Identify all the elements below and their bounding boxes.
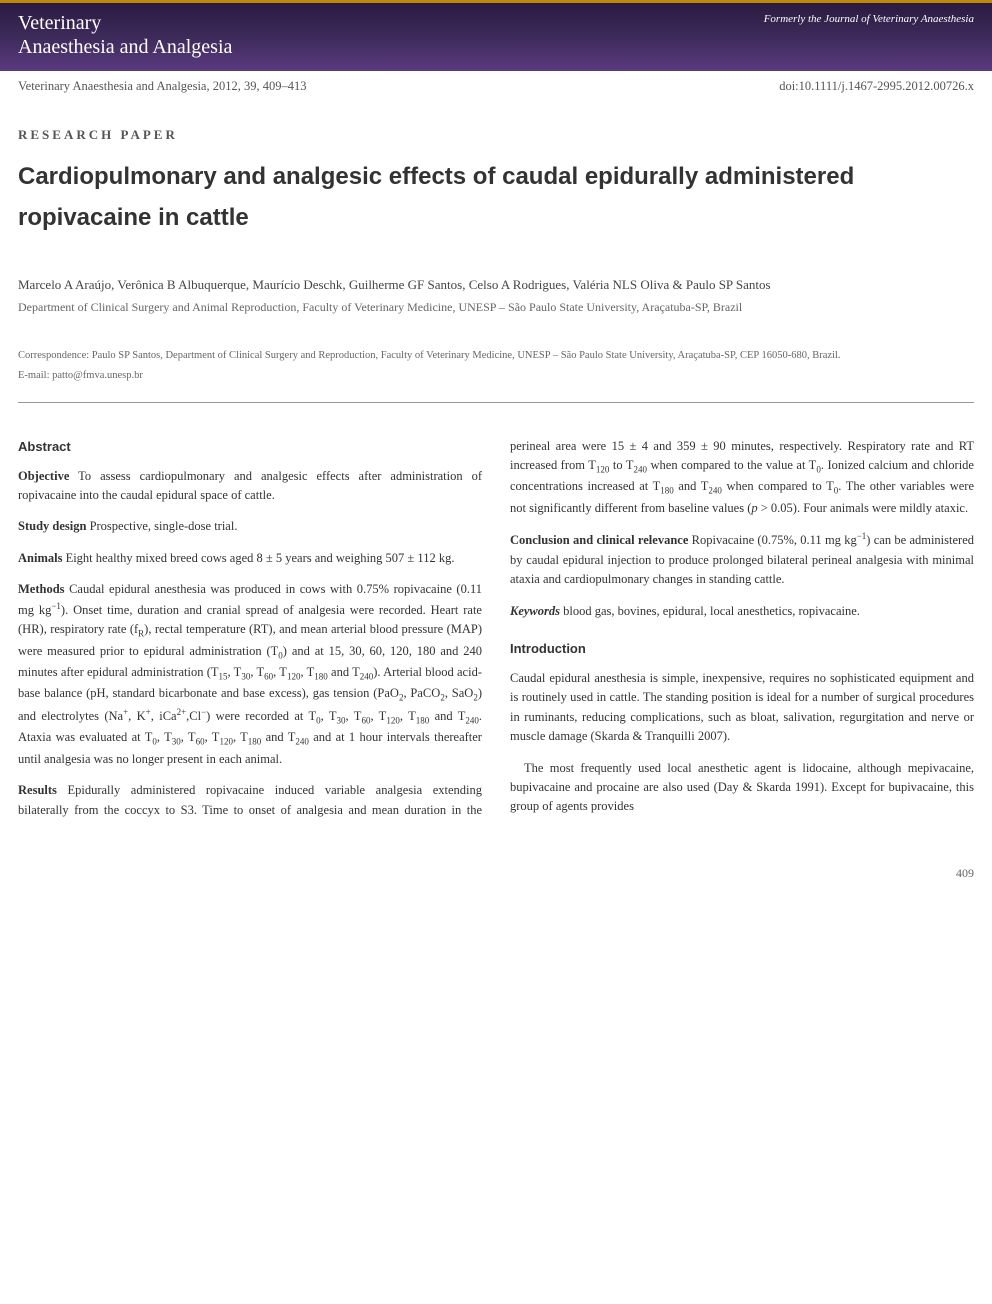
citation-row: Veterinary Anaesthesia and Analgesia, 20…: [0, 71, 992, 103]
abstract-keywords: Keywords blood gas, bovines, epidural, l…: [510, 602, 974, 621]
page: Veterinary Anaesthesia and Analgesia For…: [0, 0, 992, 899]
paper-type: RESEARCH PAPER: [18, 127, 974, 143]
intro-p1: Caudal epidural anesthesia is simple, in…: [510, 669, 974, 747]
objective-text: To assess cardiopulmonary and analgesic …: [18, 469, 482, 502]
animals-label: Animals: [18, 551, 62, 565]
design-text: Prospective, single-dose trial.: [86, 519, 237, 533]
objective-label: Objective: [18, 469, 69, 483]
article-title: Cardiopulmonary and analgesic effects of…: [18, 157, 974, 239]
affiliation: Department of Clinical Surgery and Anima…: [18, 298, 974, 316]
journal-line2: Anaesthesia and Analgesia: [18, 36, 232, 58]
authors: Marcelo A Araújo, Verônica B Albuquerque…: [18, 275, 974, 295]
abstract-methods: Methods Caudal epidural anesthesia was p…: [18, 580, 482, 769]
conclusion-label: Conclusion and clinical relevance: [510, 533, 688, 547]
abstract-objective: Objective To assess cardiopulmonary and …: [18, 467, 482, 506]
results-label: Results: [18, 783, 57, 797]
page-number: 409: [0, 854, 992, 899]
journal-line1: Veterinary: [18, 12, 101, 34]
methods-label: Methods: [18, 582, 65, 596]
abstract-animals: Animals Eight healthy mixed breed cows a…: [18, 549, 482, 568]
correspondence-email: E-mail: patto@fmva.unesp.br: [18, 368, 974, 384]
journal-header: Veterinary Anaesthesia and Analgesia For…: [0, 0, 992, 71]
animals-text: Eight healthy mixed breed cows aged 8 ± …: [62, 551, 454, 565]
divider: [18, 402, 974, 403]
citation-left: Veterinary Anaesthesia and Analgesia, 20…: [18, 79, 306, 94]
intro-heading: Introduction: [510, 639, 974, 659]
design-label: Study design: [18, 519, 86, 533]
intro-p2: The most frequently used local anestheti…: [510, 759, 974, 817]
abstract-heading: Abstract: [18, 437, 482, 457]
former-journal-name: Formerly the Journal of Veterinary Anaes…: [764, 13, 974, 25]
body-columns: Abstract Objective To assess cardiopulmo…: [18, 437, 974, 825]
abstract-design: Study design Prospective, single-dose tr…: [18, 517, 482, 536]
keywords-label: Keywords: [510, 604, 560, 618]
abstract-conclusion: Conclusion and clinical relevance Ropiva…: [510, 530, 974, 589]
citation-doi: doi:10.1111/j.1467-2995.2012.00726.x: [779, 79, 974, 94]
content: RESEARCH PAPER Cardiopulmonary and analg…: [0, 103, 992, 854]
correspondence: Correspondence: Paulo SP Santos, Departm…: [18, 348, 974, 364]
